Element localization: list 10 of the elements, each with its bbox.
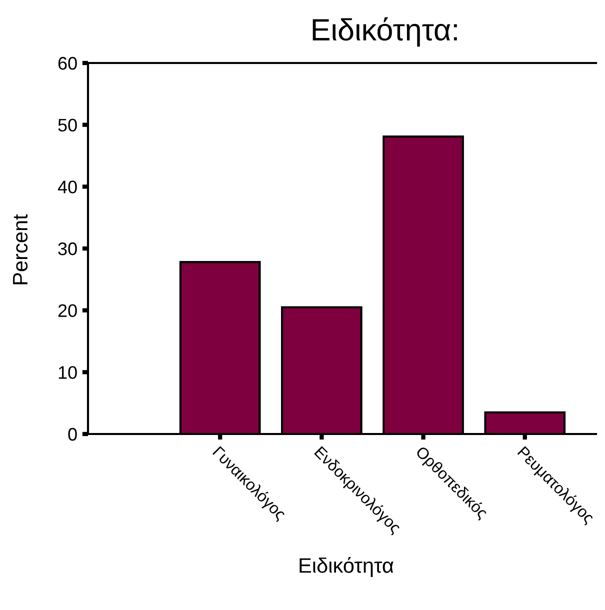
y-tick-label: 50 (58, 118, 77, 132)
x-axis-title: Ειδικότητα (300, 556, 394, 577)
y-tick-label: 30 (58, 242, 77, 256)
y-tick-label: 60 (58, 56, 77, 70)
y-tick-label: 40 (58, 180, 77, 194)
y-tick-label: 0 (68, 428, 77, 441)
chart-title: Ειδικότητα: (312, 17, 457, 47)
y-tick-label: 10 (58, 366, 77, 379)
y-axis-title: Percent (13, 214, 28, 284)
y-tick-label: 20 (58, 304, 77, 318)
